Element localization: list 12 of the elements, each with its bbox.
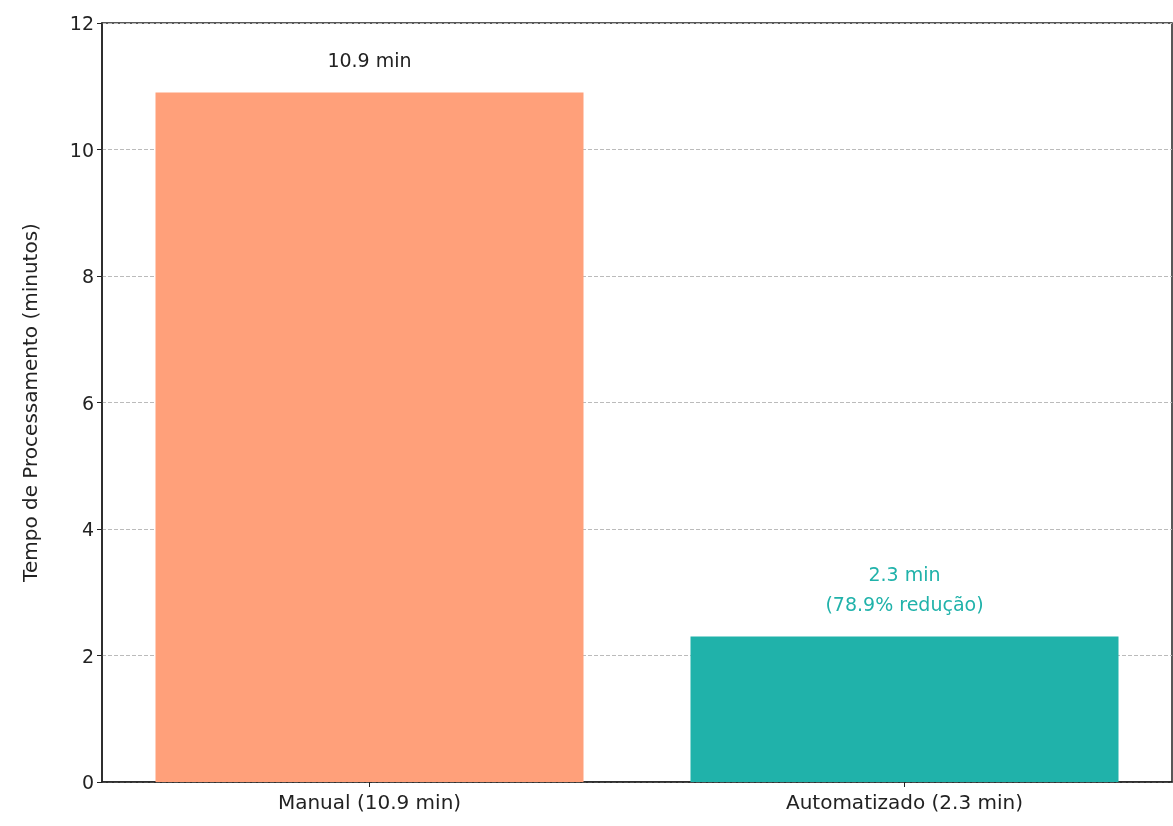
y-tick-label: 10 bbox=[69, 138, 94, 161]
x-tick-label: Automatizado (2.3 min) bbox=[785, 790, 1024, 814]
y-tick-label: 0 bbox=[81, 771, 94, 793]
x-tick-label: Manual (10.9 min) bbox=[277, 790, 462, 814]
y-tick-label: 12 bbox=[69, 12, 94, 34]
data-label: 2.3 min (78.9% redução) bbox=[825, 562, 984, 615]
y-axis-title: Tempo de Processamento (minutos) bbox=[18, 223, 42, 583]
y-tick-label: 2 bbox=[81, 644, 94, 667]
y-tick-label: 4 bbox=[81, 518, 94, 540]
y-tick-label: 6 bbox=[81, 391, 94, 414]
y-tick-label: 8 bbox=[81, 265, 94, 287]
data-label: 10.9 min bbox=[327, 48, 412, 71]
